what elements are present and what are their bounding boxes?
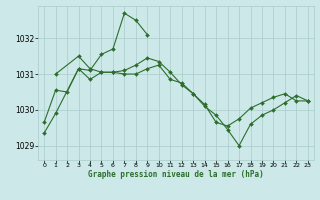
X-axis label: Graphe pression niveau de la mer (hPa): Graphe pression niveau de la mer (hPa): [88, 170, 264, 179]
